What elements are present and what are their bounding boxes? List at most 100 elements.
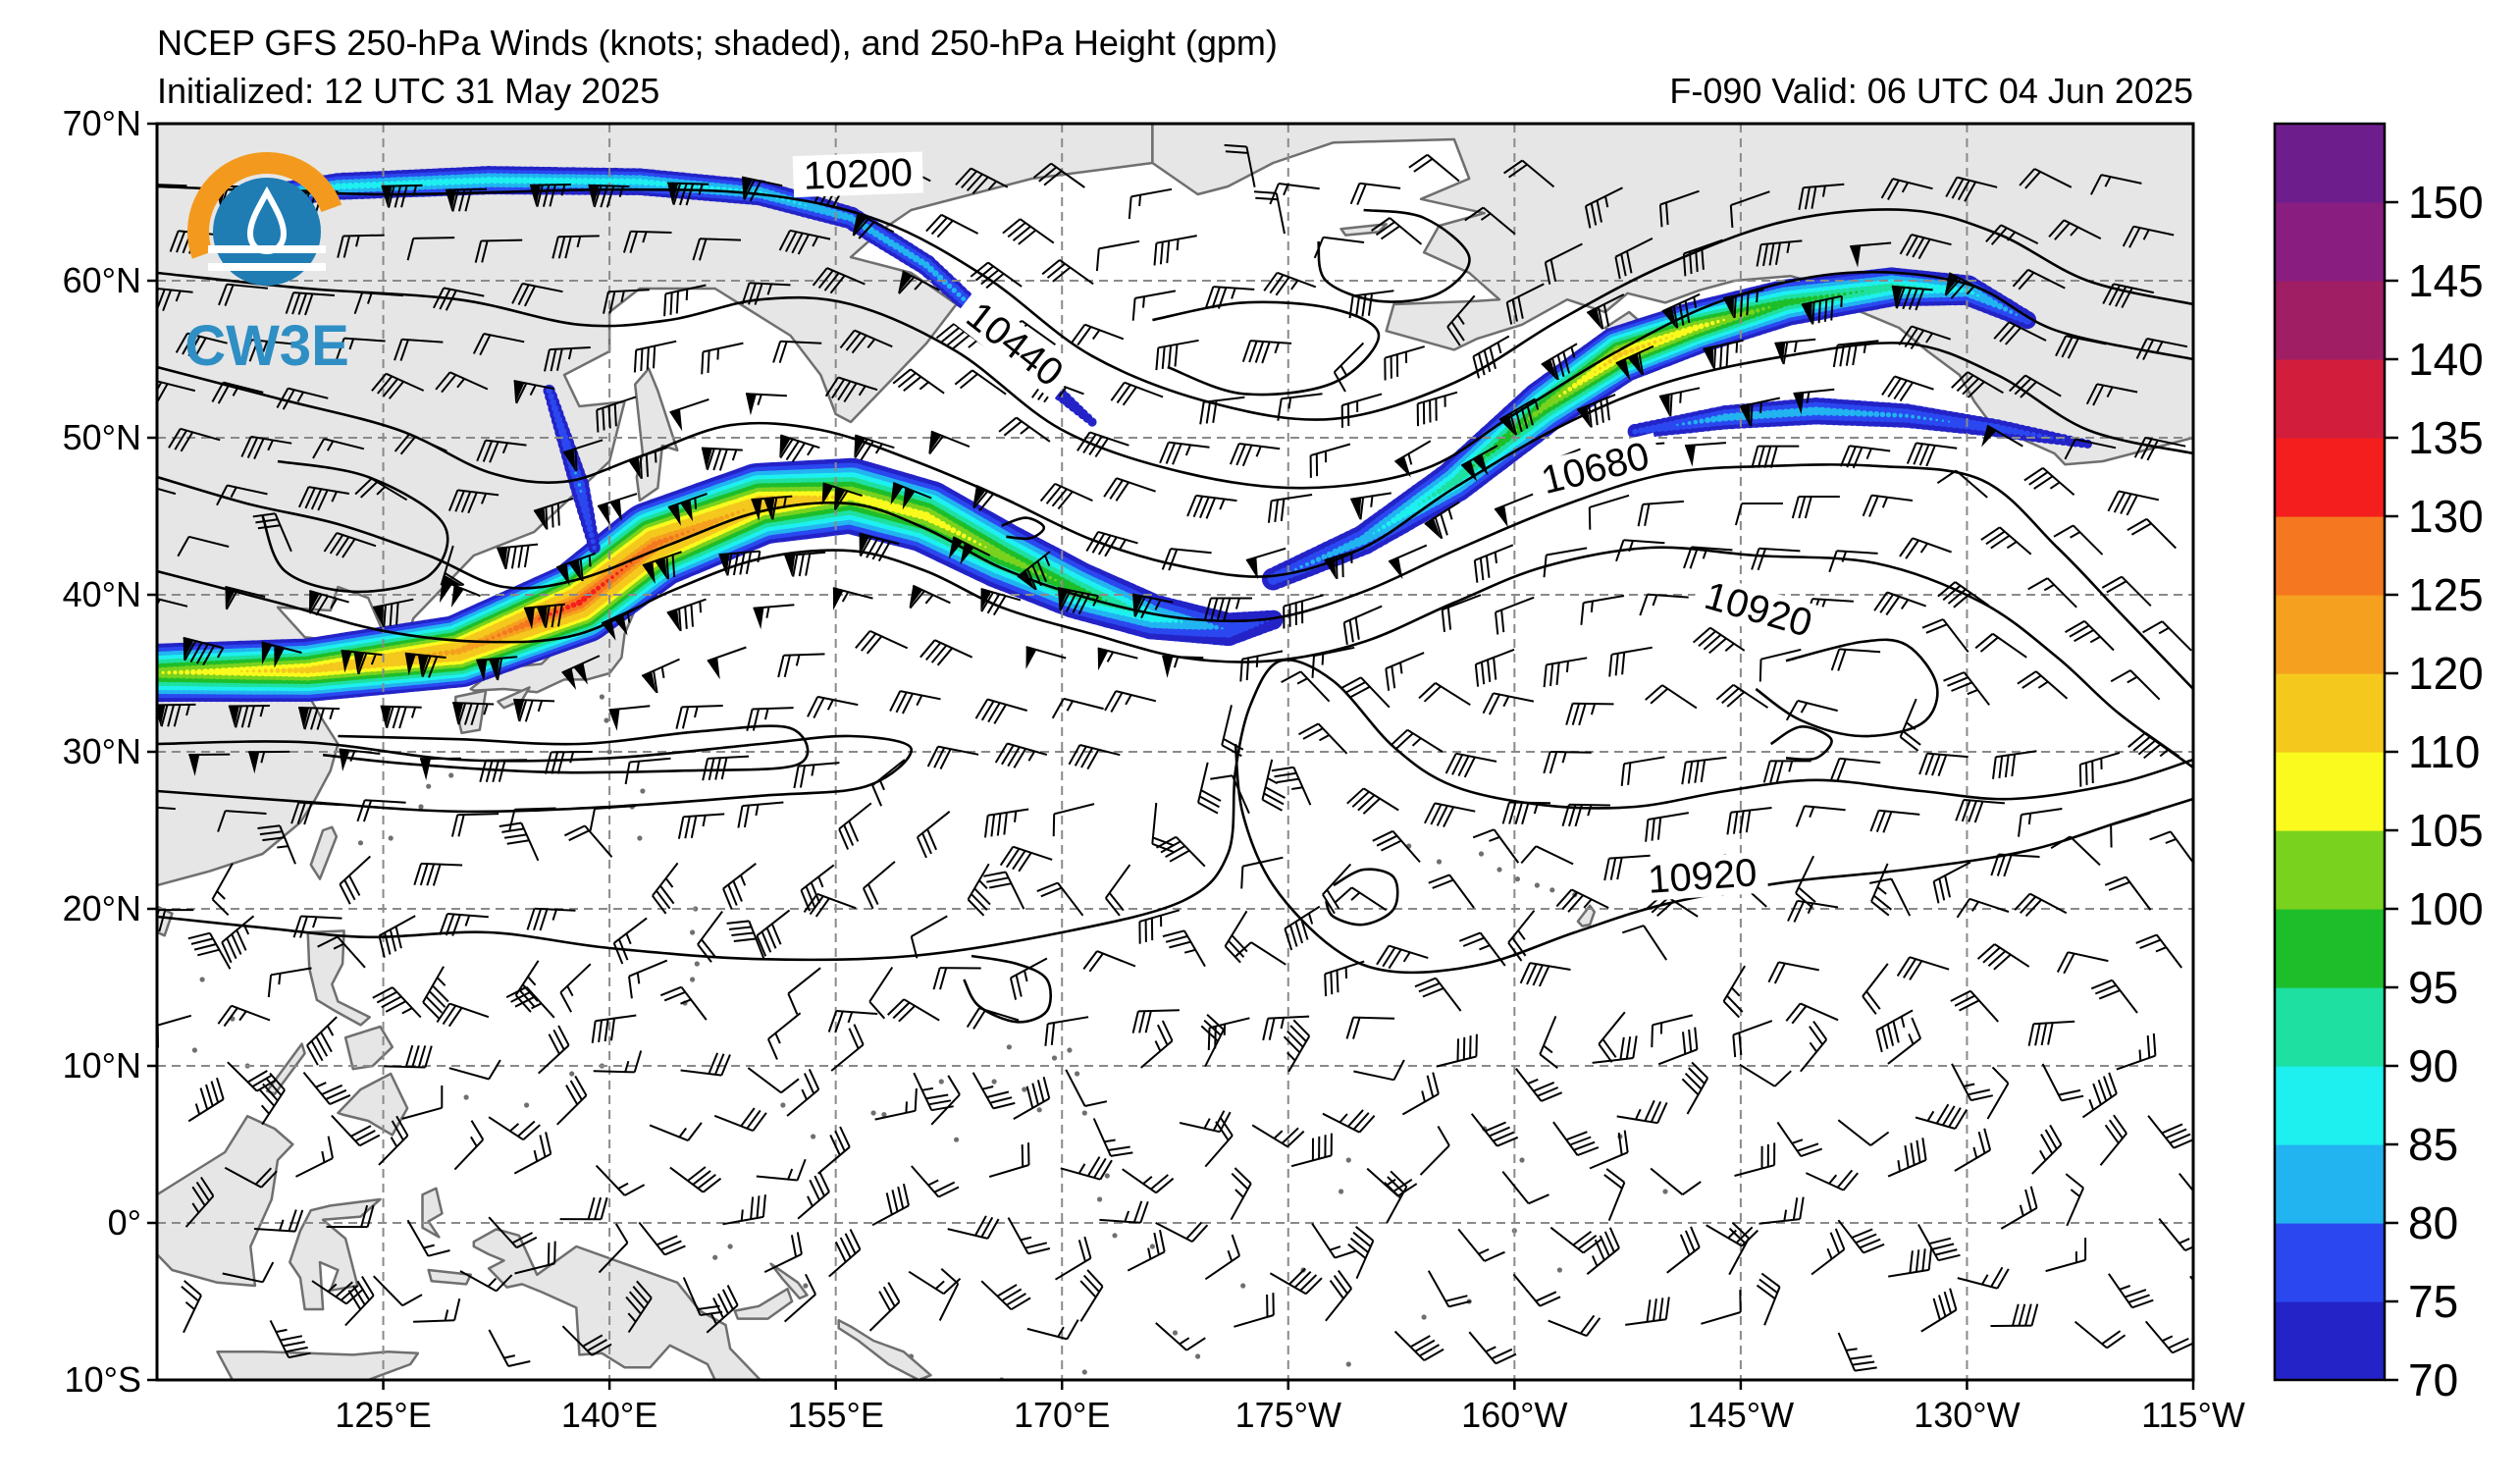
wind-barb (1470, 1113, 1519, 1147)
wind-barb (1681, 1061, 1709, 1115)
wind-barb (422, 966, 449, 1020)
wind-barb (2142, 620, 2192, 652)
wind-shade-85 (539, 177, 548, 185)
island-dot (388, 835, 394, 841)
wind-barb (1131, 593, 1174, 619)
wind-shade-125 (518, 622, 526, 630)
wind-barb (2085, 383, 2138, 406)
wind-barb (404, 652, 446, 678)
jet-gulf-of-alaska-jet (1261, 267, 2037, 591)
wind-barb (406, 1219, 450, 1257)
wind-barb (692, 238, 742, 261)
wind-barb (889, 690, 941, 715)
wind-barb (394, 338, 444, 361)
logo-text: CW3E (184, 314, 349, 378)
wind-barb (1076, 431, 1129, 458)
wind-barb (598, 1223, 629, 1274)
wind-barb (898, 270, 940, 294)
wind-barb (2081, 1072, 2118, 1119)
wind-barb (1828, 550, 1878, 573)
wind-barb (1472, 828, 1520, 864)
wind-shade-85 (546, 177, 553, 185)
wind-barb (1309, 443, 1351, 478)
wind-barb (1869, 809, 1920, 833)
wind-shade-105 (1673, 330, 1683, 339)
wind-barb (1603, 1168, 1626, 1221)
wind-barb (2116, 1033, 2157, 1071)
colorbar-label: 100 (2408, 883, 2484, 934)
wind-shade-70 (1263, 609, 1284, 630)
wind-barb (2019, 168, 2073, 189)
wind-barb (1759, 648, 1802, 682)
wind-barb (984, 808, 1029, 838)
wind-barb (1482, 692, 1535, 715)
wind-barb (292, 915, 342, 938)
height-contour (261, 459, 449, 594)
wind-barb (2110, 812, 2151, 848)
wind-shade-75 (551, 404, 559, 412)
wind-shade-80 (1842, 408, 1851, 417)
wind-barb (1918, 752, 1969, 776)
island-dot (881, 1112, 887, 1118)
wind-shade-80 (2009, 309, 2014, 314)
wind-barb (157, 806, 176, 811)
wind-barb (1955, 798, 2005, 823)
wind-shade-85 (521, 177, 529, 185)
wind-barb (211, 863, 234, 917)
wind-shade-80 (1207, 622, 1214, 630)
wind-barb (608, 705, 651, 731)
wind-barb (1561, 803, 1610, 827)
island-dot (599, 694, 605, 700)
wind-barb (967, 863, 991, 917)
island-dot (463, 1094, 469, 1100)
wind-barb (1388, 544, 1428, 580)
wind-barb (1767, 961, 1819, 984)
colorbar-label: 85 (2408, 1119, 2458, 1170)
wind-shade-85 (1381, 524, 1387, 529)
wind-shade-120 (414, 655, 418, 659)
colorbar-label: 70 (2408, 1354, 2458, 1405)
wind-barb (1159, 441, 1210, 465)
wind-shade-125 (512, 624, 520, 632)
wind-barb (1937, 581, 1990, 609)
wind-shade-125 (651, 541, 658, 549)
wind-shade-85 (1391, 517, 1397, 524)
wind-shade-75 (1638, 427, 1645, 434)
wind-barb (1127, 1229, 1166, 1272)
wind-barb (1645, 684, 1698, 710)
wind-barb (1507, 910, 1536, 962)
wind-barb (1340, 676, 1391, 709)
wind-barb (1776, 1121, 1823, 1158)
island-dot (357, 840, 364, 846)
wind-barb (406, 237, 455, 261)
wind-barb (1512, 1273, 1561, 1307)
wind-barb (433, 287, 485, 311)
wind-barb (1598, 1011, 1626, 1063)
wind-barb (852, 212, 895, 239)
wind-shade-80 (913, 255, 920, 263)
wind-shade-90 (1418, 503, 1420, 505)
wind-barb (1460, 445, 1498, 482)
wind-barb (624, 757, 671, 785)
wind-shade-110 (292, 666, 299, 674)
wind-shade-85 (1180, 619, 1183, 623)
wind-barb (1657, 1027, 1699, 1066)
wind-shade-85 (1377, 528, 1381, 532)
wind-barb (954, 369, 1007, 396)
wind-barb (839, 329, 893, 354)
wind-barb (1153, 235, 1197, 266)
colorbar-segment (2275, 752, 2385, 831)
wind-barb (753, 604, 795, 630)
wind-shade-75 (2036, 433, 2042, 439)
colorbar-segment (2275, 516, 2385, 596)
wind-shade-85 (624, 178, 632, 185)
wind-barb (1324, 960, 1365, 997)
wind-shade-95 (1806, 295, 1812, 302)
wind-shade-110 (257, 669, 262, 673)
wind-barb (479, 759, 528, 783)
wind-shade-80 (1830, 407, 1839, 416)
land-new-guinea (472, 1228, 762, 1380)
wind-barb (1131, 1009, 1180, 1033)
wind-barb (1880, 178, 1933, 200)
wind-shade-80 (1705, 417, 1711, 424)
